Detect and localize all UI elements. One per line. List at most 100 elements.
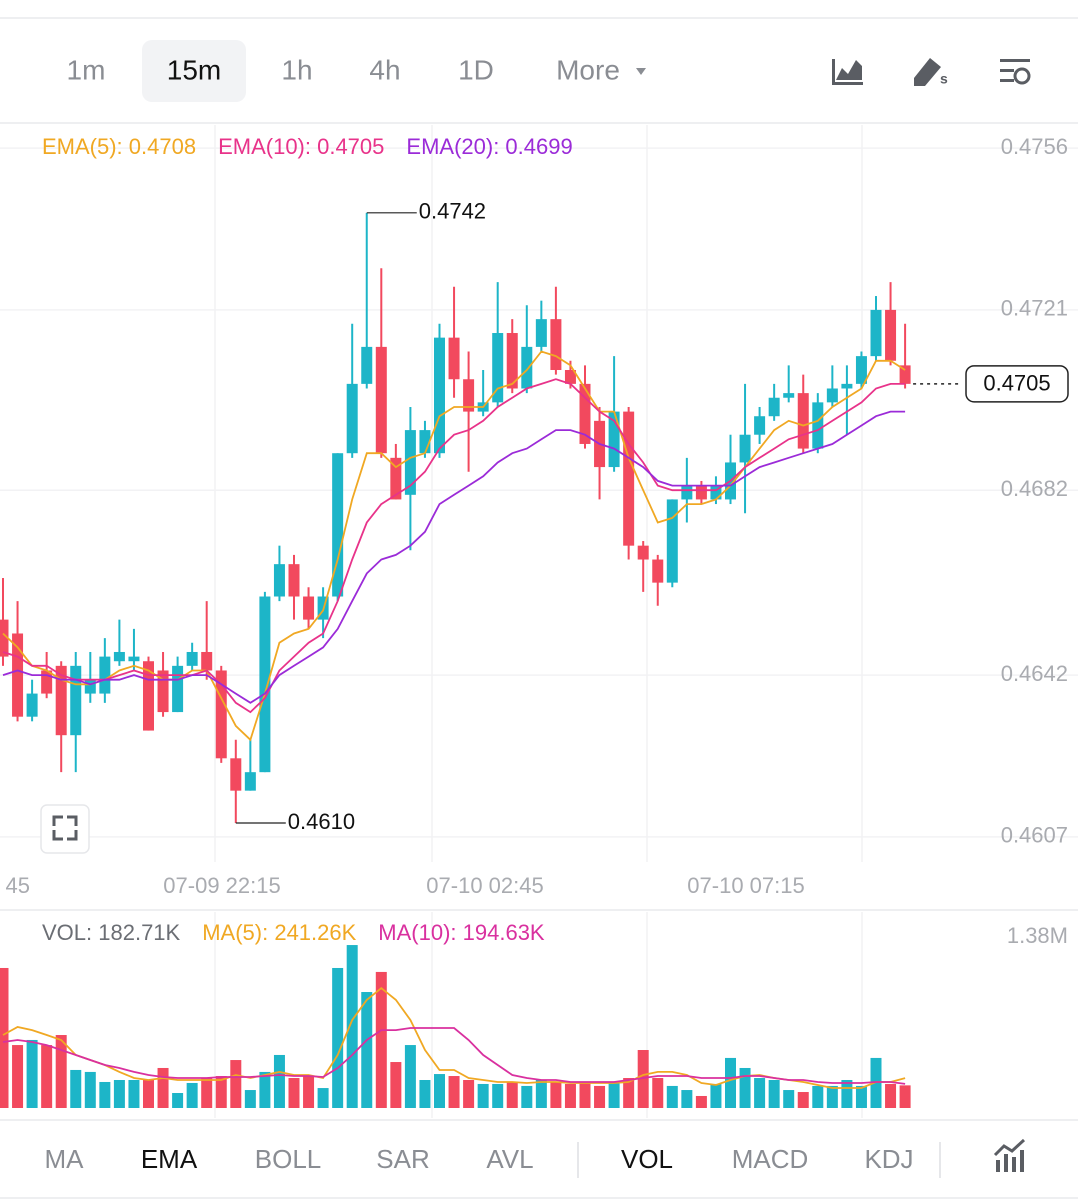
candle-body	[419, 430, 431, 454]
volume-bar	[26, 1039, 38, 1108]
candle-body	[143, 661, 154, 731]
indicator-chart-icon[interactable]	[832, 59, 863, 85]
volume-bar	[797, 1092, 809, 1108]
fullscreen-button[interactable]	[40, 804, 90, 854]
volume-bar	[899, 1085, 911, 1108]
x-tick-label: 45	[6, 873, 30, 898]
volume-bar	[404, 1045, 416, 1108]
candle-body	[463, 379, 475, 412]
candle-body	[768, 397, 780, 417]
volume-bar	[361, 992, 373, 1108]
legend-entry: EMA(10): 0.4705	[218, 134, 384, 159]
draw-tool-icon[interactable]: s	[914, 58, 948, 87]
volume-bar	[826, 1085, 838, 1108]
candle-body	[535, 319, 547, 347]
volume-bar	[448, 1076, 460, 1108]
volume-bar	[41, 1045, 53, 1108]
y-tick-label: 1.38M	[1007, 923, 1068, 948]
indicator-tab[interactable]: KDJ	[864, 1144, 913, 1174]
candle-body	[288, 564, 300, 597]
candle-body	[273, 564, 285, 597]
candle-body	[492, 333, 504, 403]
candle-body	[448, 337, 460, 380]
more-button[interactable]: More	[556, 54, 620, 85]
interval-tab[interactable]: 1D	[458, 54, 494, 85]
volume-bar	[244, 1090, 256, 1108]
candle-body	[41, 670, 53, 694]
legend-entry: EMA(20): 0.4699	[406, 134, 572, 159]
svg-text:s: s	[940, 71, 948, 87]
volume-bar	[434, 1074, 445, 1108]
y-tick-label: 0.4721	[1001, 296, 1068, 321]
indicator-tab[interactable]: SAR	[376, 1144, 429, 1174]
candle-body	[230, 758, 242, 791]
volume-bar	[521, 1085, 533, 1108]
volume-bar	[317, 1088, 329, 1108]
candle-body	[885, 309, 897, 361]
min-label: 0.4610	[288, 809, 355, 834]
volume-bar	[725, 1057, 736, 1108]
legend-entry: MA(10): 194.63K	[378, 920, 545, 945]
more-caret	[636, 68, 646, 75]
indicator-tab[interactable]: MA	[45, 1144, 85, 1174]
y-tick-label: 0.4642	[1001, 661, 1068, 686]
volume-bar	[332, 967, 344, 1108]
volume-bar	[172, 1093, 184, 1108]
candle-body	[710, 485, 722, 500]
volume-bar	[623, 1078, 635, 1108]
candle-body	[215, 670, 227, 759]
candle-body	[550, 319, 562, 370]
volume-bar	[550, 1081, 562, 1108]
candle-body	[128, 656, 140, 662]
candle-body	[332, 453, 344, 597]
candle-body	[695, 485, 707, 500]
last-price-label: 0.4705	[983, 371, 1050, 396]
indicator-tab[interactable]: VOL	[621, 1144, 673, 1174]
volume-bar	[608, 1081, 620, 1108]
candle-body	[26, 693, 38, 717]
indicator-tab[interactable]: AVL	[486, 1144, 533, 1174]
indicator-tab[interactable]: MACD	[732, 1144, 809, 1174]
candle-body	[564, 370, 576, 384]
interval-tab[interactable]: 1m	[67, 54, 106, 85]
indicator-settings-icon[interactable]	[993, 1138, 1026, 1172]
settings-icon[interactable]	[1000, 59, 1031, 85]
volume-bar	[390, 1062, 402, 1108]
candle-body	[783, 393, 795, 398]
candle-body	[797, 393, 809, 449]
volume-bar	[128, 1079, 140, 1108]
volume-bar	[739, 1067, 751, 1108]
interval-tab[interactable]: 15m	[167, 54, 221, 85]
volume-bar	[754, 1078, 766, 1108]
candle-body	[812, 402, 824, 449]
interval-tab[interactable]: 4h	[369, 54, 400, 85]
last-price-tag	[965, 365, 1069, 403]
candle-body	[99, 656, 111, 694]
candle-body	[186, 651, 198, 666]
volume-bar	[215, 1076, 227, 1108]
candle-body	[434, 337, 445, 454]
volume-bar	[855, 1085, 867, 1108]
candle-body	[70, 665, 82, 736]
volume-bar	[681, 1090, 693, 1108]
indicator-line	[2, 410, 906, 704]
volume-bar	[535, 1079, 547, 1108]
candle-body	[855, 356, 867, 384]
indicator-tab[interactable]: EMA	[141, 1144, 198, 1174]
candle-body	[623, 411, 635, 546]
volume-bar	[463, 1079, 475, 1108]
volume-bar	[84, 1071, 96, 1108]
interval-tab[interactable]: 1h	[281, 54, 312, 85]
indicator-tab[interactable]: BOLL	[255, 1144, 322, 1174]
volume-bar	[841, 1079, 853, 1108]
y-tick-label: 0.4756	[1001, 134, 1068, 159]
volume-bar	[768, 1079, 780, 1108]
candle-body	[303, 596, 315, 620]
candle-body	[666, 499, 678, 583]
volume-bar	[12, 1045, 24, 1108]
volume-bar	[594, 1085, 606, 1108]
candle-body	[739, 434, 751, 463]
candle-body	[608, 411, 620, 468]
